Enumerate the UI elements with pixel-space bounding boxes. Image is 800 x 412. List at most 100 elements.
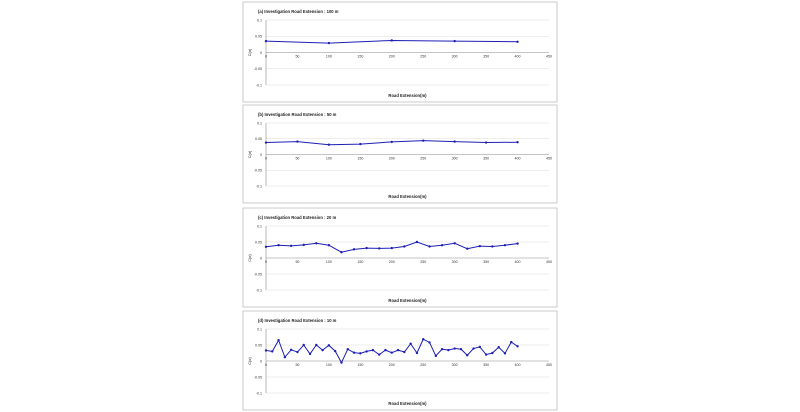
data-point: [346, 347, 349, 351]
y-tick-label: 0.1: [257, 224, 262, 228]
x-tick-label: 300: [452, 260, 458, 264]
data-point: [333, 349, 337, 353]
data-point: [264, 141, 268, 144]
x-tick-label: 450: [546, 157, 552, 161]
data-point: [428, 245, 431, 248]
x-tick-label: 0: [265, 157, 267, 161]
x-tick-label: 300: [452, 55, 458, 59]
y-tick-label: 0.05: [255, 343, 262, 347]
x-tick-label: 50: [295, 260, 299, 264]
data-point: [466, 247, 469, 250]
data-point: [447, 348, 450, 352]
chart-title: (c) Investigation Road Extension : 20 m: [258, 215, 336, 220]
data-point: [302, 243, 305, 247]
x-tick-label: 100: [326, 55, 332, 59]
x-tick-label: 250: [420, 260, 426, 264]
x-tick-label: 50: [295, 363, 299, 367]
data-point: [327, 143, 331, 146]
x-tick-label: 200: [389, 157, 395, 161]
panel-frame: [242, 310, 558, 411]
data-point: [296, 350, 299, 354]
x-tick-label: 350: [483, 260, 489, 264]
panel-frame: [242, 1, 558, 103]
data-point: [453, 39, 456, 43]
y-tick-label: 0: [260, 51, 262, 55]
x-axis-title: Road Extension(m): [388, 298, 427, 303]
data-point: [352, 248, 356, 251]
x-tick-label: 100: [326, 260, 332, 264]
x-tick-label: 400: [515, 157, 521, 161]
data-point: [440, 347, 444, 351]
data-point: [409, 342, 412, 345]
y-tick-label: -0.05: [254, 169, 262, 173]
x-tick-label: 400: [515, 55, 521, 59]
chart-panel-b: (b) Investigation Road Extension : 50 m 0…: [242, 104, 558, 204]
data-point: [516, 345, 519, 348]
y-axis-title: C(α): [248, 48, 252, 56]
x-tick-label: 450: [546, 363, 552, 367]
x-tick-label: 350: [483, 363, 489, 367]
x-tick-label: 250: [420, 363, 426, 367]
data-point: [459, 347, 463, 351]
data-point: [340, 361, 343, 364]
y-tick-label: 0.05: [255, 240, 262, 244]
x-tick-label: 0: [265, 363, 267, 367]
y-tick-label: 0: [260, 256, 262, 260]
data-point: [308, 352, 312, 356]
data-point: [516, 40, 519, 43]
data-point: [302, 343, 305, 347]
y-tick-label: -0.1: [256, 288, 262, 292]
data-point: [484, 353, 488, 356]
data-point: [403, 350, 406, 354]
x-tick-label: 0: [265, 260, 267, 264]
data-point: [321, 348, 324, 352]
data-point: [340, 251, 343, 254]
data-point: [434, 354, 437, 358]
data-point: [289, 244, 293, 248]
data-point: [428, 341, 431, 344]
data-point: [440, 244, 444, 247]
data-point: [378, 247, 381, 250]
data-point: [371, 348, 375, 352]
data-point: [283, 355, 287, 359]
data-point: [478, 345, 482, 349]
y-tick-label: 0.05: [255, 137, 262, 141]
y-axis-title: C(α): [248, 150, 252, 158]
data-point: [453, 347, 456, 350]
x-tick-label: 450: [546, 260, 552, 264]
data-point: [497, 346, 500, 349]
x-tick-label: 150: [357, 157, 363, 161]
data-point: [390, 140, 393, 144]
y-tick-label: -0.1: [256, 83, 262, 87]
data-point: [359, 352, 362, 355]
data-point: [384, 348, 387, 352]
data-point: [289, 348, 293, 351]
y-tick-label: -0.1: [256, 391, 262, 395]
chart-title: (a) Investigation Road Extension : 100 m: [258, 9, 339, 14]
data-point: [472, 347, 475, 350]
data-point: [422, 338, 425, 341]
x-tick-label: 50: [295, 157, 299, 161]
data-point: [422, 139, 425, 142]
y-tick-label: 0: [260, 153, 262, 157]
x-tick-label: 200: [389, 55, 395, 59]
x-tick-label: 150: [357, 260, 363, 264]
y-tick-label: 0.1: [257, 327, 262, 331]
data-point: [484, 141, 488, 144]
x-tick-label: 150: [357, 55, 363, 59]
y-tick-label: -0.05: [254, 272, 262, 276]
data-point: [503, 352, 507, 355]
data-point: [264, 349, 268, 352]
data-point: [264, 39, 268, 43]
data-point: [359, 142, 362, 146]
x-axis-title: Road Extension(m): [388, 93, 427, 98]
data-point: [491, 245, 494, 248]
x-axis-title: Road Extension(m): [388, 401, 427, 406]
y-axis-title: C(α): [248, 357, 252, 365]
data-point: [396, 348, 400, 352]
x-tick-label: 350: [483, 157, 489, 161]
chart-panel-a: (a) Investigation Road Extension : 100 m…: [242, 1, 558, 103]
data-point: [277, 244, 280, 247]
data-point: [296, 140, 299, 143]
data-point: [352, 351, 356, 354]
